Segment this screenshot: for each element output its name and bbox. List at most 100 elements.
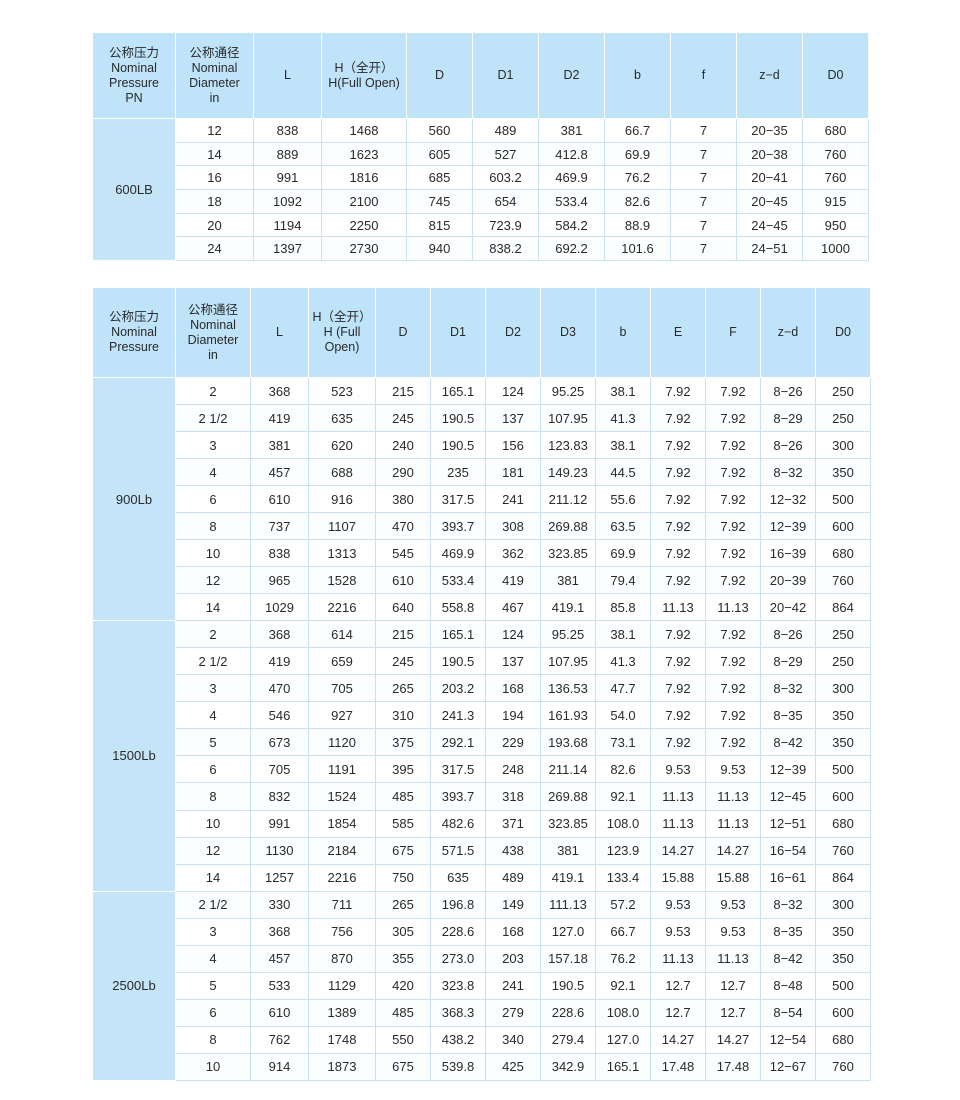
data-cell: 265 [375,890,431,919]
data-cell: 215 [375,376,431,406]
header-line: Diameter [187,332,239,347]
data-row: 600LB 12 838 1468 560 489 381 66.7 7 20−35 680 [92,117,869,262]
data-cell: 10 [175,539,251,568]
data-cell: 991 [253,165,322,191]
data-cell: 12 [175,566,251,595]
data-cell: 133.4 [595,863,651,892]
data-cell: 10 [175,809,251,838]
data-cell: 310 [375,701,431,730]
data-row: 900Lb 2 368 523 215 165.1 124 95.25 38.1 7.92 7.92… [92,376,871,622]
data-row: 4 457 688 290 235 181 149.23 44.5 7.92 7.92 8−32 35… [93,458,871,487]
data-cell: 368.3 [430,998,486,1027]
data-row: 6 610 1389 485 368.3 279 228.6 108.0 12.7 12.7 8−5… [93,998,871,1027]
data-cell: 79.4 [595,566,651,595]
data-cell: 161.93 [540,701,596,730]
data-cell: 228.6 [540,998,596,1027]
header-line: D0 [835,325,851,339]
data-cell: 95.25 [540,376,596,406]
data-cell: 108.0 [595,998,651,1027]
data-cell: 5 [175,971,251,1000]
header-line: H（全开） [334,60,394,75]
header-cell: D1 [472,32,539,119]
header-cell: H（全开） H(Full Open) [321,32,407,119]
data-cell: 585 [375,809,431,838]
data-cell: 489 [485,863,541,892]
data-cell: 8−35 [760,917,816,946]
data-cell: 760 [815,836,871,865]
data-cell: 381 [540,566,596,595]
header-cell: D0 [815,287,871,378]
data-cell: 124 [485,376,541,406]
data-cell: 940 [406,236,473,262]
header-row: 公称压力 Nominal Pressure PN 公称通径 Nominal Diameter… [92,32,869,119]
data-cell: 196.8 [430,890,486,919]
data-cell: 533 [250,971,309,1000]
header-line: in [208,347,218,362]
data-cell: 8−32 [760,458,816,487]
data-cell: 7 [670,165,737,191]
data-cell: 11.13 [650,593,706,622]
data-cell: 14 [175,141,254,167]
data-cell: 4 [175,944,251,973]
data-cell: 9.53 [650,917,706,946]
data-cell: 127.0 [595,1025,651,1054]
data-cell: 63.5 [595,512,651,541]
data-cell: 571.5 [430,836,486,865]
data-row: 16 991 1816 685 603.2 469.9 76.2 7 20−41 760 [93,165,869,191]
data-cell: 9.53 [650,890,706,919]
data-cell: 870 [308,944,376,973]
pressure-class: 1500Lb [92,620,176,892]
data-cell: 12.7 [650,971,706,1000]
header-cell: D2 [485,287,541,378]
data-cell: 290 [375,458,431,487]
data-cell: 12.7 [650,998,706,1027]
data-cell: 438.2 [430,1025,486,1054]
data-cell: 991 [250,809,309,838]
data-cell: 600 [815,782,871,811]
data-cell: 330 [250,890,309,919]
data-cell: 14.27 [705,1025,761,1054]
data-cell: 24−51 [736,236,803,262]
pressure-class: 900Lb [92,376,176,622]
data-cell: 107.95 [540,404,596,433]
data-cell: 362 [485,539,541,568]
data-cell: 149.23 [540,458,596,487]
header-cell: F [705,287,761,378]
header-line: D [434,68,445,82]
data-cell: 7.92 [705,728,761,757]
data-cell: 760 [815,1052,871,1081]
data-cell: 165.1 [430,376,486,406]
data-cell: 705 [250,755,309,784]
data-cell: 95.25 [540,620,596,649]
data-cell: 500 [815,485,871,514]
data-cell: 419.1 [540,863,596,892]
data-cell: 2 1/2 [175,890,251,919]
data-cell: 250 [815,620,871,649]
header-line: F [729,325,737,339]
data-cell: 11.13 [705,782,761,811]
header-cell: 公称压力 Nominal Pressure [92,287,176,378]
data-row: 3 368 756 305 228.6 168 127.0 66.7 9.53 9.53 8−35 3… [93,917,871,946]
data-cell: 368 [250,917,309,946]
data-cell: 2184 [308,836,376,865]
data-cell: 916 [308,485,376,514]
data-cell: 1816 [321,165,407,191]
data-row: 6 705 1191 395 317.5 248 211.14 82.6 9.53 9.53 12−… [93,755,871,784]
data-cell: 1130 [250,836,309,865]
data-cell: 737 [250,512,309,541]
header-line: D0 [827,68,844,82]
data-cell: 20−39 [760,566,816,595]
header-cell: L [253,32,322,119]
data-row: 1500Lb 2 368 614 215 165.1 124 95.25 38.1 7.92 7.9… [92,620,871,892]
data-cell: 292.1 [430,728,486,757]
data-cell: 692.2 [538,236,605,262]
data-cell: 2 [175,620,251,649]
data-cell: 111.13 [540,890,596,919]
data-cell: 485 [375,998,431,1027]
data-cell: 41.3 [595,647,651,676]
data-cell: 680 [815,539,871,568]
data-cell: 7.92 [705,539,761,568]
data-cell: 756 [308,917,376,946]
data-cell: 1313 [308,539,376,568]
data-cell: 7.92 [705,485,761,514]
